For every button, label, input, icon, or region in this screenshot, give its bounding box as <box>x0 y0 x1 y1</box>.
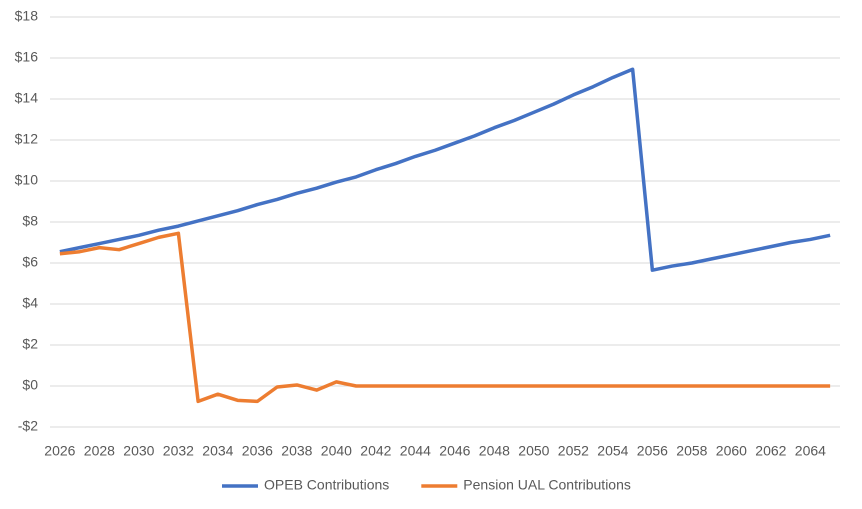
x-tick-label: 2048 <box>479 443 510 459</box>
y-tick-label: $2 <box>22 336 38 352</box>
y-tick-label: $12 <box>15 131 39 147</box>
x-tick-label: 2046 <box>439 443 470 459</box>
x-tick-label: 2064 <box>795 443 826 459</box>
x-tick-label: 2062 <box>755 443 786 459</box>
y-tick-label: $0 <box>22 377 38 393</box>
y-tick-label: $14 <box>15 90 39 106</box>
x-tick-label: 2030 <box>123 443 154 459</box>
x-tick-label: 2058 <box>676 443 707 459</box>
x-tick-label: 2044 <box>400 443 431 459</box>
y-tick-label: $18 <box>15 8 39 24</box>
y-tick-label: $8 <box>22 213 38 229</box>
x-tick-label: 2026 <box>44 443 75 459</box>
x-tick-label: 2052 <box>558 443 589 459</box>
legend-label: Pension UAL Contributions <box>463 477 631 493</box>
y-tick-label: $10 <box>15 172 39 188</box>
y-tick-label: $6 <box>22 254 38 270</box>
x-tick-label: 2056 <box>637 443 668 459</box>
x-tick-label: 2050 <box>518 443 549 459</box>
series-line <box>59 231 831 404</box>
y-tick-label: -$2 <box>18 418 38 434</box>
x-tick-label: 2032 <box>163 443 194 459</box>
x-tick-label: 2036 <box>242 443 273 459</box>
legend-label: OPEB Contributions <box>264 477 389 493</box>
x-tick-label: 2034 <box>202 443 233 459</box>
x-tick-label: 2060 <box>716 443 747 459</box>
x-tick-label: 2042 <box>360 443 391 459</box>
series-line <box>59 67 831 272</box>
x-tick-label: 2038 <box>281 443 312 459</box>
x-tick-label: 2054 <box>597 443 628 459</box>
x-tick-label: 2040 <box>321 443 352 459</box>
y-tick-label: $4 <box>22 295 38 311</box>
x-tick-label: 2028 <box>84 443 115 459</box>
y-tick-label: $16 <box>15 49 39 65</box>
